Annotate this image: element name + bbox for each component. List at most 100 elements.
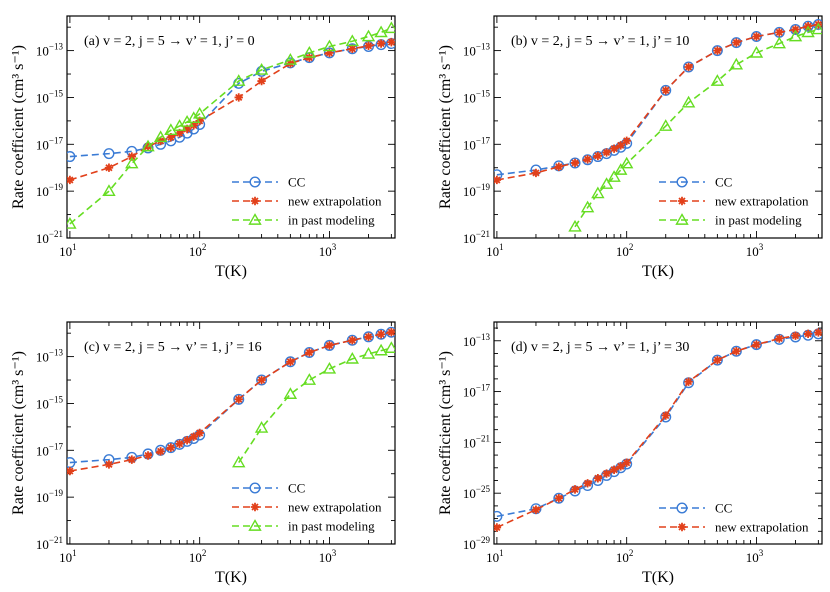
y-tick-label: 10−17 — [36, 135, 64, 152]
extrapolation-point — [189, 432, 198, 441]
past-modeling-point — [374, 25, 388, 38]
past-modeling-point — [345, 34, 360, 47]
extrapolation-point — [570, 158, 580, 168]
y-axis-label: Rate coefficient (cm³ s⁻¹) — [10, 351, 27, 515]
past-modeling-point — [729, 57, 744, 70]
past-modeling-point — [675, 213, 689, 225]
past-modeling-point — [322, 361, 337, 374]
past-modeling-point — [580, 200, 595, 213]
extrapolation-point — [376, 39, 386, 48]
panel-title: (c) v = 2, j = 5 → v’ = 1, j’ = 16 — [84, 340, 262, 355]
past-modeling-point — [180, 115, 194, 127]
y-axis-label: Rate coefficient (cm³ s⁻¹) — [437, 351, 454, 515]
y-tick-label: 10−19 — [463, 182, 491, 199]
extrapolation-point — [250, 196, 260, 206]
cc-point — [660, 84, 672, 96]
plot-area — [494, 328, 822, 532]
legend-item: CC — [659, 501, 732, 516]
extrapolation-point — [531, 168, 541, 178]
past-modeling-point — [772, 36, 787, 49]
past-modeling-point — [164, 123, 178, 136]
extrapolation-point — [234, 395, 243, 404]
extrapolation-point — [257, 76, 266, 86]
cc-point — [346, 334, 358, 346]
cc-point — [103, 148, 115, 160]
extrapolation-point — [104, 460, 114, 469]
extrapolation-point — [325, 341, 334, 350]
panel-title: (d) v = 2, j = 5 → v’ = 1, j’ = 30 — [511, 340, 689, 355]
cc-point — [730, 345, 742, 357]
plot-frame — [66, 15, 396, 239]
extrapolation-point — [127, 152, 137, 161]
past-modeling-point — [67, 216, 77, 229]
y-tick-label: 10−17 — [463, 135, 491, 152]
legend-label: CC — [288, 175, 305, 190]
panel-title: (b) v = 2, j = 5 → v’ = 1, j’ = 10 — [511, 34, 689, 49]
series-new-extrapolation — [494, 328, 822, 532]
extrapolation-point — [684, 62, 693, 72]
past-modeling-point — [710, 74, 725, 86]
y-tick-label: 10−13 — [463, 332, 491, 349]
past-modeling-point — [361, 347, 376, 359]
past-modeling-point — [801, 25, 815, 38]
plot-frame — [493, 15, 823, 239]
legend: CC new extrapolation in past modeling — [232, 481, 382, 534]
cc-point — [67, 151, 76, 163]
legend-label: in past modeling — [715, 213, 802, 228]
legend-item: new extrapolation — [659, 194, 809, 209]
past-modeling-point — [788, 29, 803, 42]
extrapolation-point — [166, 443, 176, 452]
extrapolation-point — [67, 175, 75, 185]
past-modeling-point — [248, 213, 262, 225]
legend: CC new extrapolation — [659, 501, 809, 535]
extrapolation-point — [305, 348, 314, 357]
extrapolation-point — [570, 485, 580, 494]
past-modeling-point — [232, 455, 246, 468]
x-axis-label: T(K) — [642, 263, 674, 280]
extrapolation-point — [286, 357, 295, 366]
extrapolation-point — [791, 25, 800, 34]
cc-point — [730, 37, 742, 49]
past-modeling-point — [614, 163, 628, 175]
cc-point — [233, 393, 245, 405]
x-tick-label: 102 — [616, 548, 634, 565]
y-tick-label: 10−13 — [463, 42, 491, 59]
extrapolation-point — [364, 332, 373, 342]
cc-point — [683, 61, 695, 73]
y-tick-label: 10−13 — [36, 42, 64, 59]
cc-point — [323, 339, 335, 351]
y-tick-label: 10−19 — [36, 182, 64, 199]
y-tick-label: 10−29 — [463, 535, 491, 552]
past-modeling-point — [283, 387, 298, 399]
legend-label: new extrapolation — [288, 500, 382, 515]
x-tick-label: 101 — [59, 548, 77, 565]
extrapolation-point — [593, 474, 603, 483]
legend-item: in past modeling — [232, 213, 375, 228]
extrapolation-point — [752, 340, 761, 349]
past-modeling-point — [283, 53, 298, 65]
series-new-extrapolation — [67, 328, 395, 476]
y-tick-label: 10−15 — [36, 88, 64, 105]
extrapolation-point — [175, 439, 184, 448]
extrapolation-point — [622, 136, 631, 146]
y-tick-label: 10−21 — [36, 535, 63, 552]
past-modeling-point — [248, 519, 262, 531]
series-line — [69, 42, 392, 158]
y-tick-label: 10−19 — [36, 488, 64, 505]
cc-point — [553, 492, 565, 504]
extrapolation-point — [713, 46, 722, 55]
extrapolation-point — [554, 162, 564, 171]
y-tick-label: 10−13 — [36, 348, 64, 365]
cc-point — [346, 43, 358, 55]
extrapolation-point — [250, 502, 260, 512]
past-modeling-point — [811, 22, 822, 35]
past-modeling-point — [568, 219, 582, 232]
extrapolation-point — [531, 505, 541, 514]
past-modeling-point — [345, 351, 360, 364]
series-line — [69, 41, 392, 181]
series-in-past-modeling — [67, 21, 395, 229]
extrapolation-point — [554, 494, 564, 503]
extrapolation-point — [732, 38, 741, 47]
extrapolation-point — [387, 37, 395, 47]
past-modeling-point — [749, 45, 764, 58]
